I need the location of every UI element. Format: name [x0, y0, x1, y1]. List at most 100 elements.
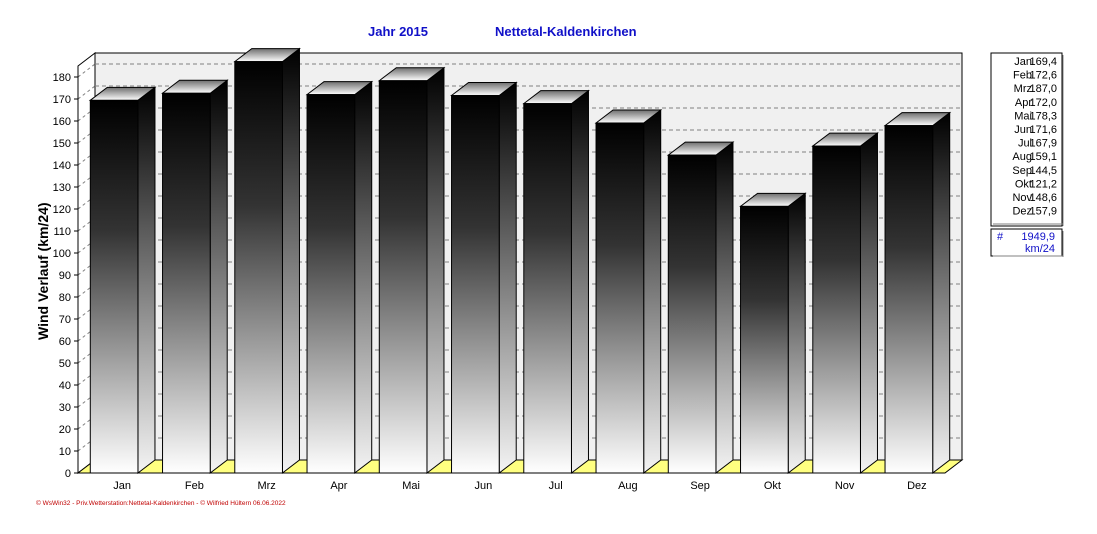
y-tick-label: 120 [53, 204, 71, 216]
bar-front [306, 94, 356, 474]
bar-sep [666, 141, 735, 475]
legend-label: Apr [1015, 97, 1032, 109]
bar-side [354, 80, 373, 475]
legend-label: Jul [1018, 138, 1032, 150]
x-tick-label: Mai [402, 480, 420, 492]
legend-value: 159,1 [1029, 151, 1057, 163]
legend-total-symbol: # [997, 231, 1004, 243]
bar-dez [883, 111, 952, 475]
x-tick-label: Jan [113, 480, 131, 492]
bar-side [787, 192, 806, 475]
y-tick-label: 100 [53, 248, 71, 260]
x-axis-labels: Jan Feb Mrz Apr Mai Jun Jul Aug Sep Okt Nov Dez [78, 472, 945, 492]
legend-value: 178,3 [1029, 110, 1057, 122]
legend-label: Nov [1012, 192, 1032, 204]
bar-front [523, 103, 572, 474]
x-tick-label: Nov [835, 480, 855, 492]
y-tick-label: 80 [59, 292, 71, 304]
bar-aug [594, 108, 663, 475]
x-tick-label: Mrz [257, 480, 275, 492]
bar-mrz [233, 47, 301, 475]
y-axis-label: Wind Verlauf (km/24) [35, 202, 51, 340]
legend-label: Sep [1012, 165, 1032, 177]
legend-label: Jan [1014, 56, 1032, 68]
bar-front [812, 145, 861, 474]
y-tick-label: 110 [53, 226, 71, 238]
y-tick-label: 180 [53, 72, 71, 84]
bar-side [859, 132, 878, 475]
x-tick-label: Feb [185, 480, 204, 492]
legend-total-value: 1949,9 [1021, 231, 1055, 243]
legend-value: 121,2 [1029, 178, 1057, 190]
bar-side [426, 66, 445, 475]
legend-label: Mai [1014, 110, 1032, 122]
y-tick-label: 0 [65, 468, 71, 480]
legend-box [990, 52, 1063, 227]
bar-front [234, 61, 283, 474]
bar-front [378, 80, 428, 474]
legend-label: Dez [1012, 206, 1032, 218]
y-tick-label: 30 [59, 402, 71, 414]
x-tick-label: Dez [907, 480, 927, 492]
legend-value: 167,9 [1029, 138, 1057, 150]
bar-front [89, 99, 139, 474]
legend-value: 172,6 [1029, 70, 1057, 82]
bar-okt [739, 192, 807, 475]
bar-front [740, 205, 789, 474]
x-tick-label: Sep [690, 480, 710, 492]
bar-side [137, 86, 156, 475]
y-tick-label: 70 [59, 314, 71, 326]
y-tick-label: 140 [53, 160, 71, 172]
x-tick-label: Aug [618, 480, 638, 492]
bar-side [715, 141, 734, 475]
legend-total-unit: km/24 [1025, 243, 1055, 255]
bar-front [162, 92, 211, 474]
chart-subtitle: Nettetal-Kaldenkirchen [495, 24, 637, 39]
legend-value: 171,6 [1029, 124, 1057, 136]
y-tick-label: 60 [59, 336, 71, 348]
bar-side [932, 111, 951, 475]
legend-value: 144,5 [1029, 165, 1057, 177]
legend-value: 157,9 [1029, 206, 1057, 218]
y-tick-label: 150 [53, 138, 71, 150]
bar-front [667, 154, 717, 474]
bars [88, 47, 952, 475]
x-tick-label: Jul [549, 480, 563, 492]
legend-label: Aug [1012, 151, 1032, 163]
legend-total-box [990, 228, 1063, 257]
x-tick-label: Jun [475, 480, 493, 492]
bar-side [209, 79, 228, 475]
y-tick-label: 130 [53, 182, 71, 194]
x-tick-label: Okt [764, 480, 781, 492]
bar-nov [811, 132, 879, 475]
legend-value: 169,4 [1029, 56, 1057, 68]
y-tick-label: 160 [53, 116, 71, 128]
y-tick-label: 90 [59, 270, 71, 282]
y-tick-label: 50 [59, 358, 71, 370]
bar-front [595, 122, 645, 474]
bar-front [884, 125, 934, 474]
bar-side [498, 81, 517, 475]
footer-copyright: © WsWin32 - Priv.Wetterstation:Nettetal-… [36, 499, 286, 507]
bar-front [451, 94, 500, 474]
bar-jun [450, 81, 518, 475]
y-tick-label: 170 [53, 94, 71, 106]
y-tick-label: 10 [59, 446, 71, 458]
y-axis-ticks: 0 10 20 30 40 50 60 70 80 90 100 110 120 130 140 150 160… [53, 66, 79, 480]
legend-value: 187,0 [1029, 83, 1057, 95]
legend-value: 148,6 [1029, 192, 1057, 204]
legend-label: Okt [1015, 178, 1032, 190]
y-tick-label: 20 [59, 424, 71, 436]
chart-title: Jahr 2015 [368, 24, 428, 39]
bar-side [643, 108, 662, 475]
bar-jul [522, 89, 590, 475]
bar-mai [377, 66, 446, 475]
bar-side [281, 47, 300, 475]
x-tick-label: Apr [330, 480, 347, 492]
legend-label: Jun [1014, 124, 1032, 136]
y-tick-label: 40 [59, 380, 71, 392]
bar-feb [161, 79, 229, 475]
bar-side [570, 89, 589, 475]
